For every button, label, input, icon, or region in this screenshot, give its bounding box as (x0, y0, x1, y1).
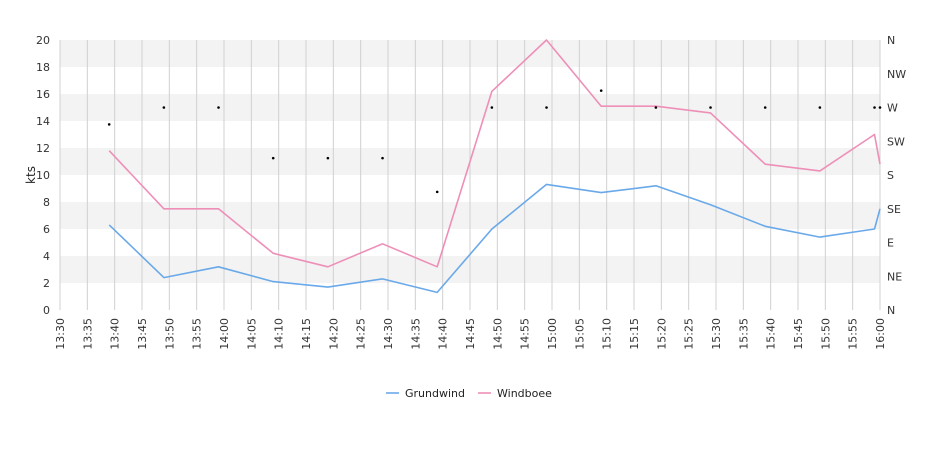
x-tick-label: 14:00 (218, 318, 231, 350)
x-axis-ticks: 13:30 13:35 13:40 13:45 13:50 13:55 14:00 14:05… (54, 318, 887, 350)
x-tick-label: 13:55 (191, 318, 204, 350)
y-tick-label: 18 (36, 61, 50, 74)
x-tick-label: 15:05 (573, 318, 586, 350)
x-tick-label: 14:15 (300, 318, 313, 350)
x-tick-label: 14:30 (382, 318, 395, 350)
x-tick-label: 15:50 (819, 318, 832, 350)
y-tick-label: 14 (36, 115, 50, 128)
series-line-windboee (108, 39, 881, 268)
direction-tick-label: N (887, 34, 895, 47)
x-tick-label: 15:45 (792, 318, 805, 350)
series-line-grundwind (108, 183, 881, 294)
y-tick-label: 6 (43, 223, 50, 236)
direction-point (435, 190, 439, 194)
direction-axis-ticks: N NE E SE S SW W NW N (887, 34, 906, 317)
x-tick-label: 15:15 (628, 318, 641, 350)
y-tick-label: 4 (43, 250, 50, 263)
y-tick-label: 20 (36, 34, 50, 47)
x-tick-label: 15:25 (683, 318, 696, 350)
x-tick-label: 15:40 (765, 318, 778, 350)
y-axis-label: kts (24, 166, 38, 184)
direction-tick-label: W (887, 102, 898, 115)
direction-point (271, 156, 275, 160)
direction-points (107, 89, 882, 194)
legend-label-grundwind: Grundwind (405, 387, 465, 400)
direction-point (873, 106, 876, 109)
x-tick-label: 14:10 (273, 318, 286, 350)
x-tick-label: 13:30 (54, 318, 67, 350)
x-tick-label: 15:10 (601, 318, 614, 350)
direction-tick-label: SW (887, 135, 905, 148)
legend-item-grundwind[interactable]: Grundwind (386, 387, 465, 400)
direction-point (763, 106, 767, 109)
x-tick-label: 15:20 (655, 318, 668, 350)
x-tick-label: 14:35 (409, 318, 422, 350)
direction-tick-label: E (887, 237, 894, 250)
y-tick-label: 2 (43, 277, 50, 290)
direction-point (162, 106, 166, 109)
direction-point (490, 106, 494, 109)
x-tick-label: 14:40 (437, 318, 450, 350)
x-tick-label: 14:50 (491, 318, 504, 350)
direction-point (654, 106, 658, 109)
x-tick-label: 13:50 (163, 318, 176, 350)
direction-point (818, 106, 822, 109)
direction-point (107, 123, 111, 126)
series-lines (108, 39, 881, 294)
y-tick-label: 12 (36, 142, 50, 155)
direction-tick-label: SE (887, 203, 901, 216)
legend: Grundwind Windboee (386, 387, 552, 400)
x-tick-label: 15:35 (737, 318, 750, 350)
x-tick-label: 14:55 (519, 318, 532, 350)
direction-tick-label: NW (887, 68, 906, 81)
x-tick-label: 16:00 (874, 318, 887, 350)
x-tick-label: 13:40 (109, 318, 122, 350)
x-tick-label: 14:20 (327, 318, 340, 350)
x-tick-label: 15:00 (546, 318, 559, 350)
direction-point (381, 156, 384, 160)
direction-point (599, 89, 603, 92)
legend-label-windboee: Windboee (497, 387, 552, 400)
direction-tick-label: S (887, 169, 894, 182)
direction-point (545, 106, 548, 109)
x-tick-label: 13:45 (136, 318, 149, 350)
direction-point (326, 156, 330, 160)
y-tick-label: 0 (43, 304, 50, 317)
y-tick-label: 10 (36, 169, 50, 182)
y-tick-label: 8 (43, 196, 50, 209)
legend-item-windboee[interactable]: Windboee (478, 387, 552, 400)
x-tick-label: 14:05 (245, 318, 258, 350)
direction-tick-label: NE (887, 270, 902, 283)
x-tick-label: 14:25 (355, 318, 368, 350)
y-tick-label: 16 (36, 88, 50, 101)
x-tick-label: 13:35 (81, 318, 94, 350)
x-tick-label: 15:30 (710, 318, 723, 350)
direction-point (709, 106, 712, 109)
x-tick-label: 14:45 (464, 318, 477, 350)
direction-point (217, 106, 220, 109)
direction-tick-label: N (887, 304, 895, 317)
y-axis-ticks: 0 2 4 6 8 10 12 14 16 18 20 (36, 34, 50, 317)
direction-point (878, 106, 882, 109)
x-tick-label: 15:55 (847, 318, 860, 350)
